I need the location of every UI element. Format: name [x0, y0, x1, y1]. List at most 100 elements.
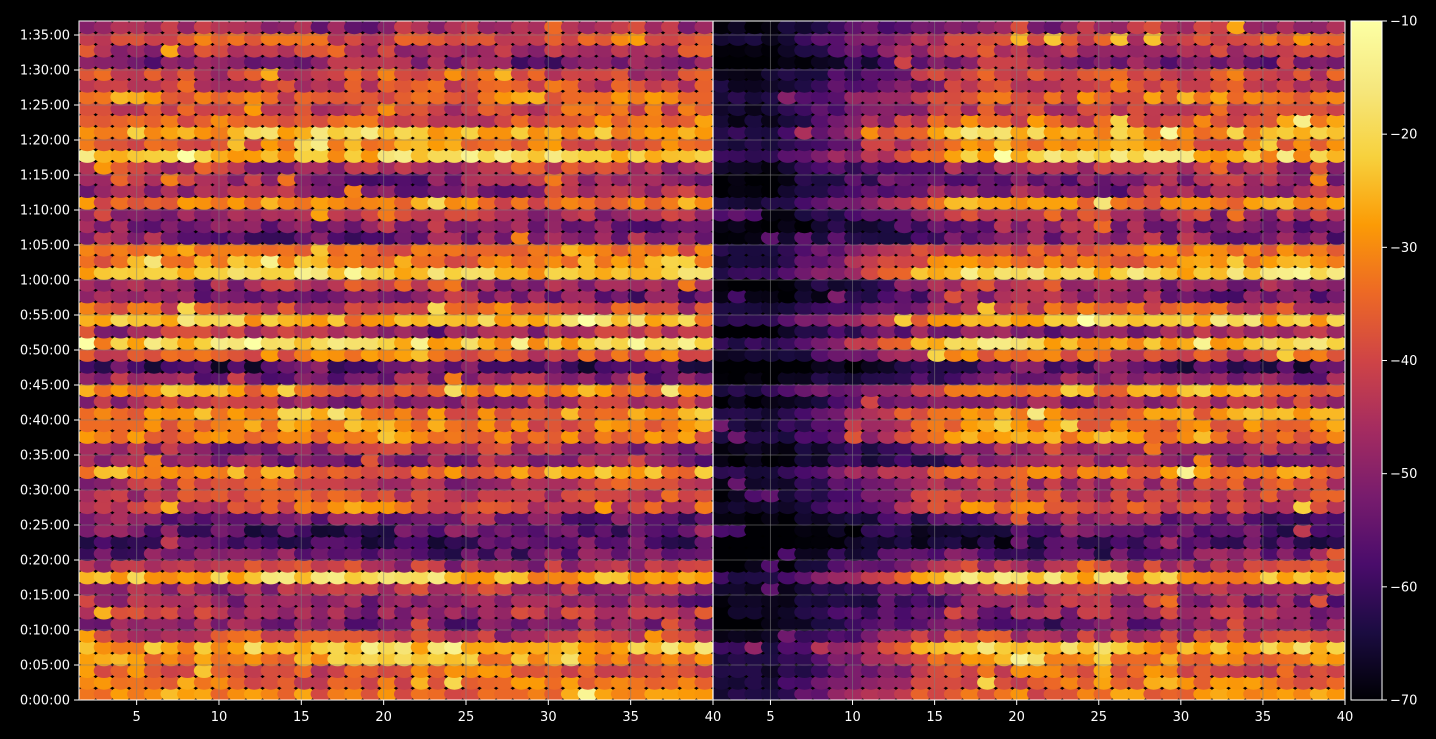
heatmap-cell — [477, 113, 499, 128]
heatmap-cell — [127, 464, 148, 480]
heatmap-cell — [810, 663, 832, 678]
heatmap-cell — [293, 312, 315, 327]
heatmap-cell — [810, 546, 832, 561]
heatmap-cell — [894, 21, 915, 35]
heatmap-cell — [1160, 277, 1181, 292]
heatmap-cell — [827, 382, 848, 398]
heatmap-cell — [594, 288, 615, 304]
heatmap-cell — [744, 347, 765, 362]
heatmap-cell — [1076, 230, 1098, 245]
heatmap-cell — [960, 218, 982, 234]
heatmap-cell — [243, 78, 265, 93]
heatmap-cell — [477, 405, 499, 421]
heatmap-cell — [1276, 511, 1298, 526]
heatmap-cell — [727, 300, 749, 316]
heatmap-cell — [260, 476, 282, 491]
heatmap-cell — [677, 43, 699, 58]
heatmap-cell — [977, 347, 998, 362]
heatmap-cell — [860, 347, 882, 362]
heatmap-cell — [79, 663, 98, 678]
heatmap-cell — [610, 476, 632, 491]
heatmap-cell — [1176, 312, 1198, 327]
heatmap-cell — [160, 359, 182, 374]
heatmap-cell — [79, 265, 98, 280]
heatmap-cell — [577, 230, 599, 245]
heatmap-cell — [993, 113, 1015, 128]
heatmap-cell — [310, 265, 332, 281]
heatmap-cell — [1126, 78, 1148, 93]
heatmap-cell — [627, 569, 649, 585]
heatmap-cell — [1309, 370, 1331, 386]
heatmap-cell — [1060, 558, 1081, 573]
heatmap-cell — [143, 429, 165, 444]
heatmap-cell — [544, 441, 565, 456]
heatmap-cell — [1176, 452, 1198, 468]
heatmap-cell — [477, 370, 499, 386]
heatmap-cell — [444, 487, 465, 503]
heatmap-cell — [310, 183, 332, 198]
heatmap-cell — [1160, 160, 1181, 175]
heatmap-cell — [577, 359, 599, 374]
heatmap-cell — [894, 534, 915, 550]
heatmap-cell — [1143, 534, 1164, 550]
heatmap-cell — [277, 429, 298, 444]
heatmap-cell — [1259, 394, 1281, 409]
heatmap-cell — [310, 487, 332, 503]
heatmap-cell — [1043, 183, 1065, 198]
heatmap-cell — [844, 675, 865, 690]
heatmap-cell — [344, 558, 365, 573]
heatmap-cell — [377, 593, 399, 608]
heatmap-cell — [1293, 604, 1314, 620]
heatmap-cell — [327, 160, 348, 175]
heatmap-cell — [1193, 335, 1214, 351]
heatmap-cell — [93, 359, 115, 374]
heatmap-cell — [310, 581, 332, 597]
heatmap-cell — [1243, 593, 1264, 608]
heatmap-cell — [444, 195, 465, 210]
heatmap-cell — [1243, 335, 1264, 351]
heatmap-cell — [1309, 347, 1331, 362]
heatmap-cell — [1160, 558, 1181, 573]
heatmap-cell — [494, 452, 515, 468]
heatmap-cell — [610, 218, 632, 234]
heatmap-cell — [810, 394, 832, 409]
heatmap-cell — [127, 429, 148, 444]
heatmap-cell — [610, 323, 632, 339]
heatmap-cell — [260, 534, 282, 550]
heatmap-cell — [143, 242, 165, 257]
heatmap-cell — [1226, 546, 1248, 561]
heatmap-cell — [894, 581, 915, 597]
heatmap-cell — [243, 487, 265, 503]
heatmap-cell — [110, 43, 131, 58]
heatmap-cell — [377, 686, 398, 700]
heatmap-cell — [694, 405, 713, 421]
heatmap-cell — [927, 253, 948, 269]
heatmap-cell — [310, 89, 332, 105]
heatmap-cell — [310, 323, 332, 339]
heatmap-cell — [560, 312, 582, 327]
heatmap-cell — [727, 206, 749, 222]
heatmap-cell — [877, 523, 898, 538]
heatmap-cell — [877, 382, 898, 398]
heatmap-cell — [1076, 124, 1098, 140]
heatmap-cell — [977, 558, 998, 573]
heatmap-cell — [661, 218, 682, 234]
heatmap-cell — [577, 511, 599, 526]
heatmap-cell — [1010, 265, 1031, 281]
heatmap-cell — [610, 148, 632, 163]
heatmap-cell — [227, 265, 248, 281]
heatmap-cell — [877, 593, 898, 608]
heatmap-cell — [1210, 124, 1231, 140]
heatmap-cell — [1193, 476, 1214, 491]
heatmap-cell — [794, 218, 815, 234]
heatmap-cell — [677, 394, 699, 409]
heatmap-cell — [1126, 160, 1148, 175]
heatmap-cell — [744, 546, 765, 561]
heatmap-cell — [79, 300, 98, 316]
heatmap-cell — [727, 464, 749, 480]
heatmap-cell — [1143, 476, 1164, 491]
heatmap-cell — [644, 265, 665, 281]
heatmap-cell — [377, 663, 399, 678]
heatmap-cell — [394, 593, 415, 608]
heatmap-cell — [827, 581, 848, 597]
